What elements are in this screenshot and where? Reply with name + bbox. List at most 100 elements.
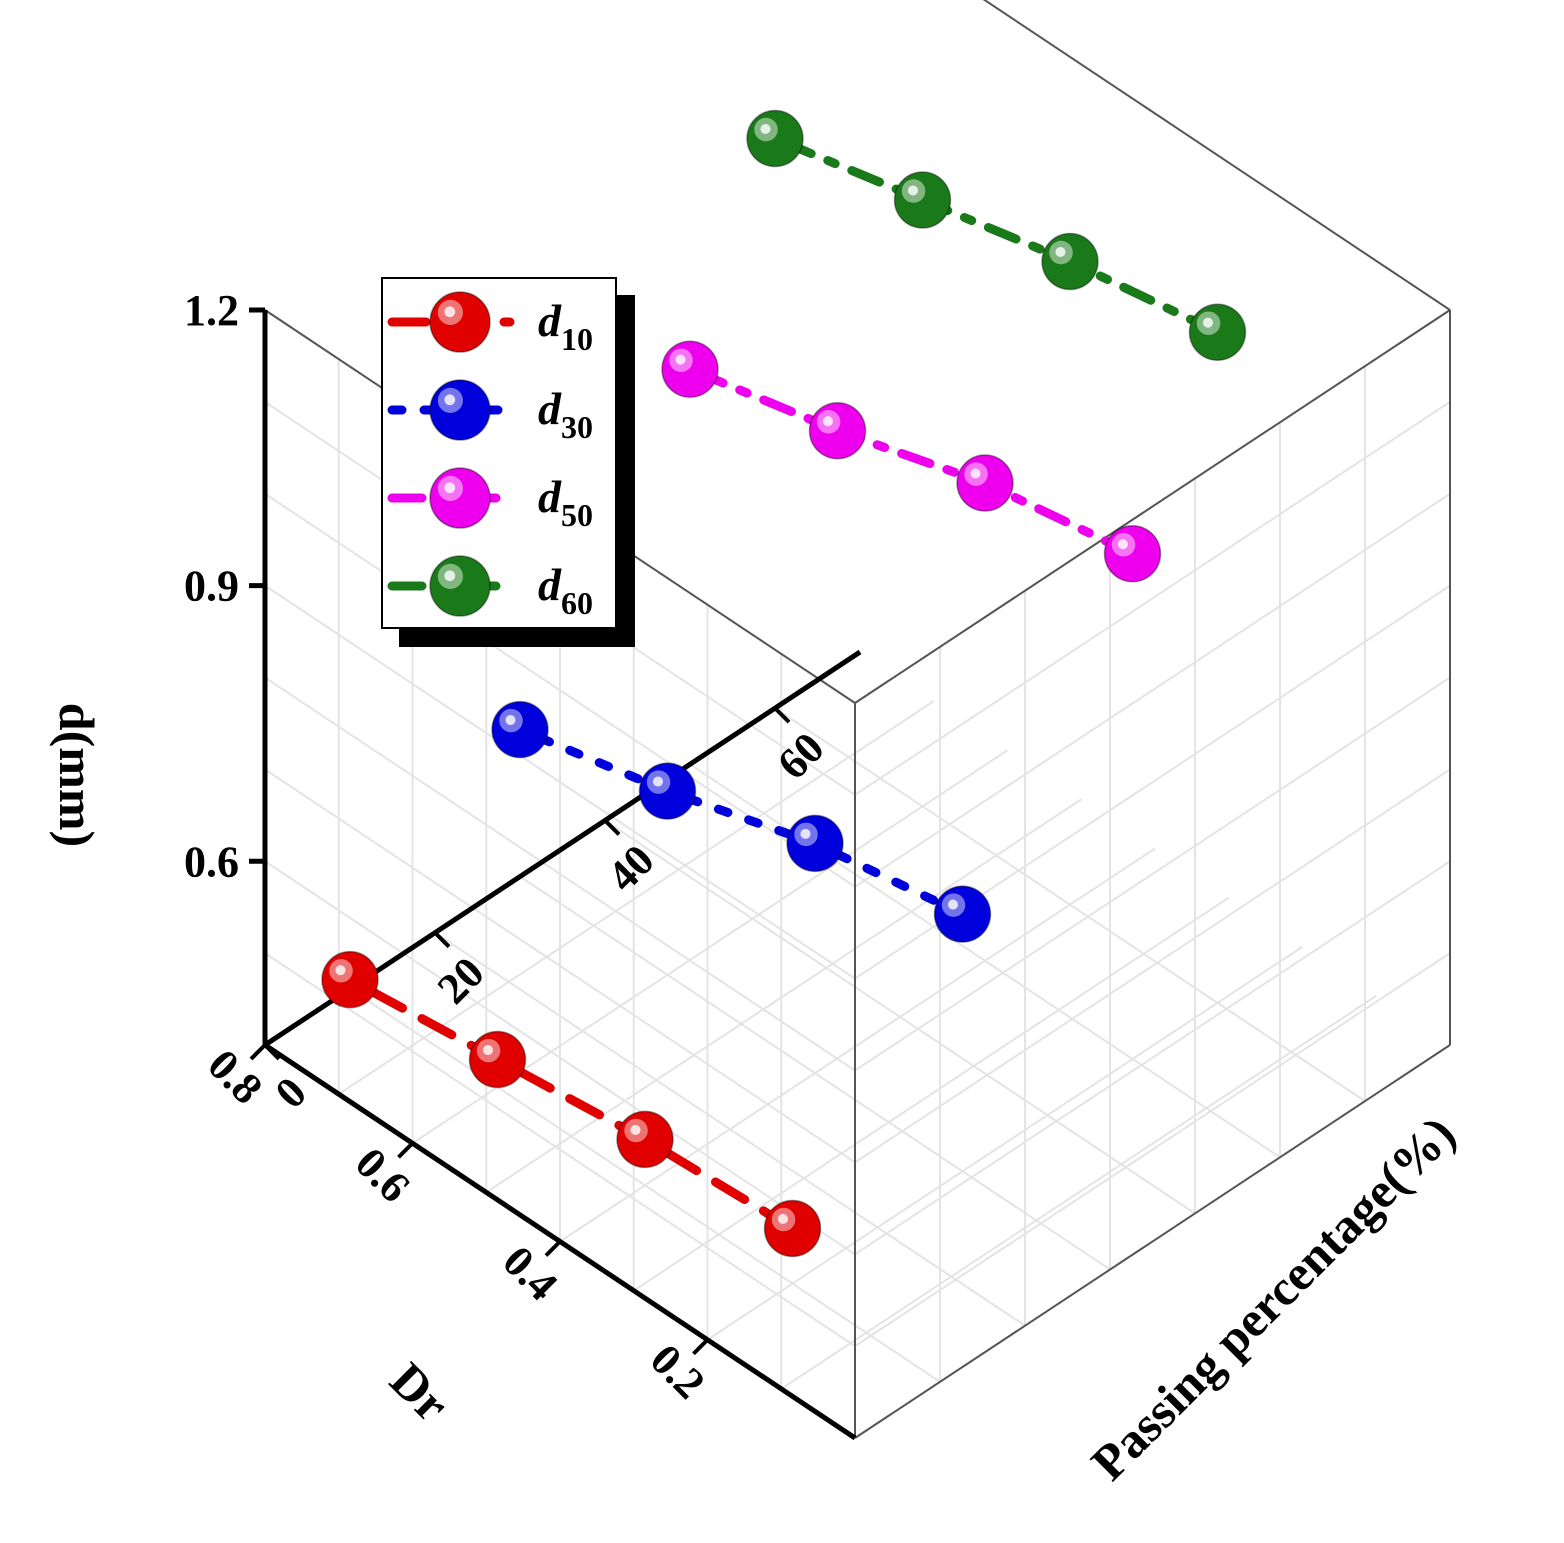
ball-highlight (800, 828, 811, 839)
ball-highlight (970, 468, 981, 479)
grid-line-floor-dr (559, 847, 1156, 1243)
grid-line-floor-p (604, 819, 1196, 1215)
y-tick (773, 706, 791, 724)
ball-highlight (444, 394, 456, 406)
point-d60 (1041, 232, 1099, 291)
ball-body (746, 109, 804, 168)
frame-edge (854, 1044, 1451, 1439)
x-tick (692, 1338, 709, 1356)
point-d10 (763, 1199, 822, 1258)
z-tick-label: 0.9 (184, 562, 239, 611)
y-tick (263, 1043, 281, 1061)
grid-line-wall-z (854, 401, 1451, 796)
ball-highlight (444, 306, 456, 318)
series-line-d50 (685, 364, 1137, 559)
grid-line-wall-z (854, 952, 1451, 1347)
grid-line-floor-p (349, 988, 941, 1383)
ball-highlight (444, 482, 456, 494)
grid-line-floor-dr (706, 945, 1304, 1341)
legend-marker-d50 (429, 467, 491, 529)
grid-line-floor-p (519, 875, 1111, 1271)
grid-line-wall-z (264, 768, 856, 1164)
axes-frame (262, 0, 1451, 1441)
ball-body (661, 340, 719, 398)
point-d50 (661, 340, 719, 398)
ball-highlight (630, 1124, 641, 1135)
z-axis-title: d(mm) (49, 703, 105, 847)
ball-highlight (760, 123, 771, 135)
ball-body (429, 379, 491, 441)
ball-body (638, 762, 697, 820)
z-tick-label: 1.2 (184, 286, 239, 335)
grid-line-floor-dr (633, 896, 1230, 1292)
ball-body (786, 814, 844, 873)
ball-highlight (652, 776, 664, 787)
ball-highlight (822, 416, 834, 427)
legend-marker-d30 (429, 379, 491, 441)
grid-line-wall-z (264, 584, 856, 980)
point-d50 (1103, 524, 1162, 583)
series-lines (345, 134, 1222, 1233)
ball-highlight (907, 185, 919, 196)
ball-highlight (444, 570, 456, 582)
grid-line-wall-z (264, 860, 856, 1256)
z-tick-label: 0.6 (184, 837, 239, 886)
grid-line-wall-z (854, 492, 1451, 888)
ball-body (491, 700, 549, 759)
point-d50 (956, 454, 1014, 512)
ball-highlight (1202, 317, 1214, 328)
legend-marker-d60 (429, 555, 491, 617)
grid-line-wall-z (264, 676, 856, 1072)
ball-body (763, 1199, 822, 1258)
ball-body (429, 467, 491, 529)
grid-line-wall-z (854, 768, 1451, 1164)
ball-body (468, 1030, 527, 1089)
y-tick (433, 931, 451, 949)
point-d30 (933, 885, 992, 943)
grid-line-floor-p (774, 707, 1366, 1102)
point-d30 (786, 814, 844, 873)
ball-body (616, 1110, 674, 1169)
data-points (321, 109, 1247, 1258)
x-tick (397, 1141, 414, 1159)
grid-layer (264, 309, 1451, 1390)
ball-highlight (777, 1213, 789, 1225)
ball-highlight (675, 354, 686, 365)
ball-body (893, 171, 952, 229)
point-d30 (638, 762, 697, 820)
y-tick (603, 819, 621, 836)
ball-body (429, 291, 491, 353)
x-tick (249, 1043, 267, 1061)
ball-body (321, 950, 379, 1009)
grid-line-floor-dr (485, 798, 1082, 1194)
grid-line-wall-z (854, 676, 1451, 1072)
ball-highlight (1117, 539, 1129, 550)
point-d60 (893, 171, 952, 229)
point-d10 (616, 1110, 674, 1169)
point-d60 (746, 109, 804, 168)
ball-body (1103, 524, 1162, 583)
ball-body (1188, 303, 1247, 361)
grid-line-floor-p (434, 931, 1026, 1327)
ball-highlight (505, 715, 516, 726)
legend-marker-d10 (429, 291, 491, 353)
frame-edge (982, 0, 1451, 311)
grid-line-floor-dr (780, 995, 1377, 1390)
ball-body (808, 401, 867, 460)
frame-edge (854, 309, 1451, 704)
ball-highlight (335, 965, 346, 976)
grid-line-wall-z (854, 860, 1451, 1256)
point-d50 (808, 401, 867, 460)
point-d10 (468, 1030, 527, 1089)
ball-highlight (1055, 246, 1066, 258)
series-line-d60 (770, 134, 1222, 337)
ball-body (429, 555, 491, 617)
y-tick-label: 60 (768, 723, 834, 789)
x-tick (544, 1240, 562, 1257)
ball-body (933, 885, 992, 943)
point-d30 (491, 700, 549, 759)
point-d60 (1188, 303, 1247, 361)
legend-box (381, 277, 617, 629)
